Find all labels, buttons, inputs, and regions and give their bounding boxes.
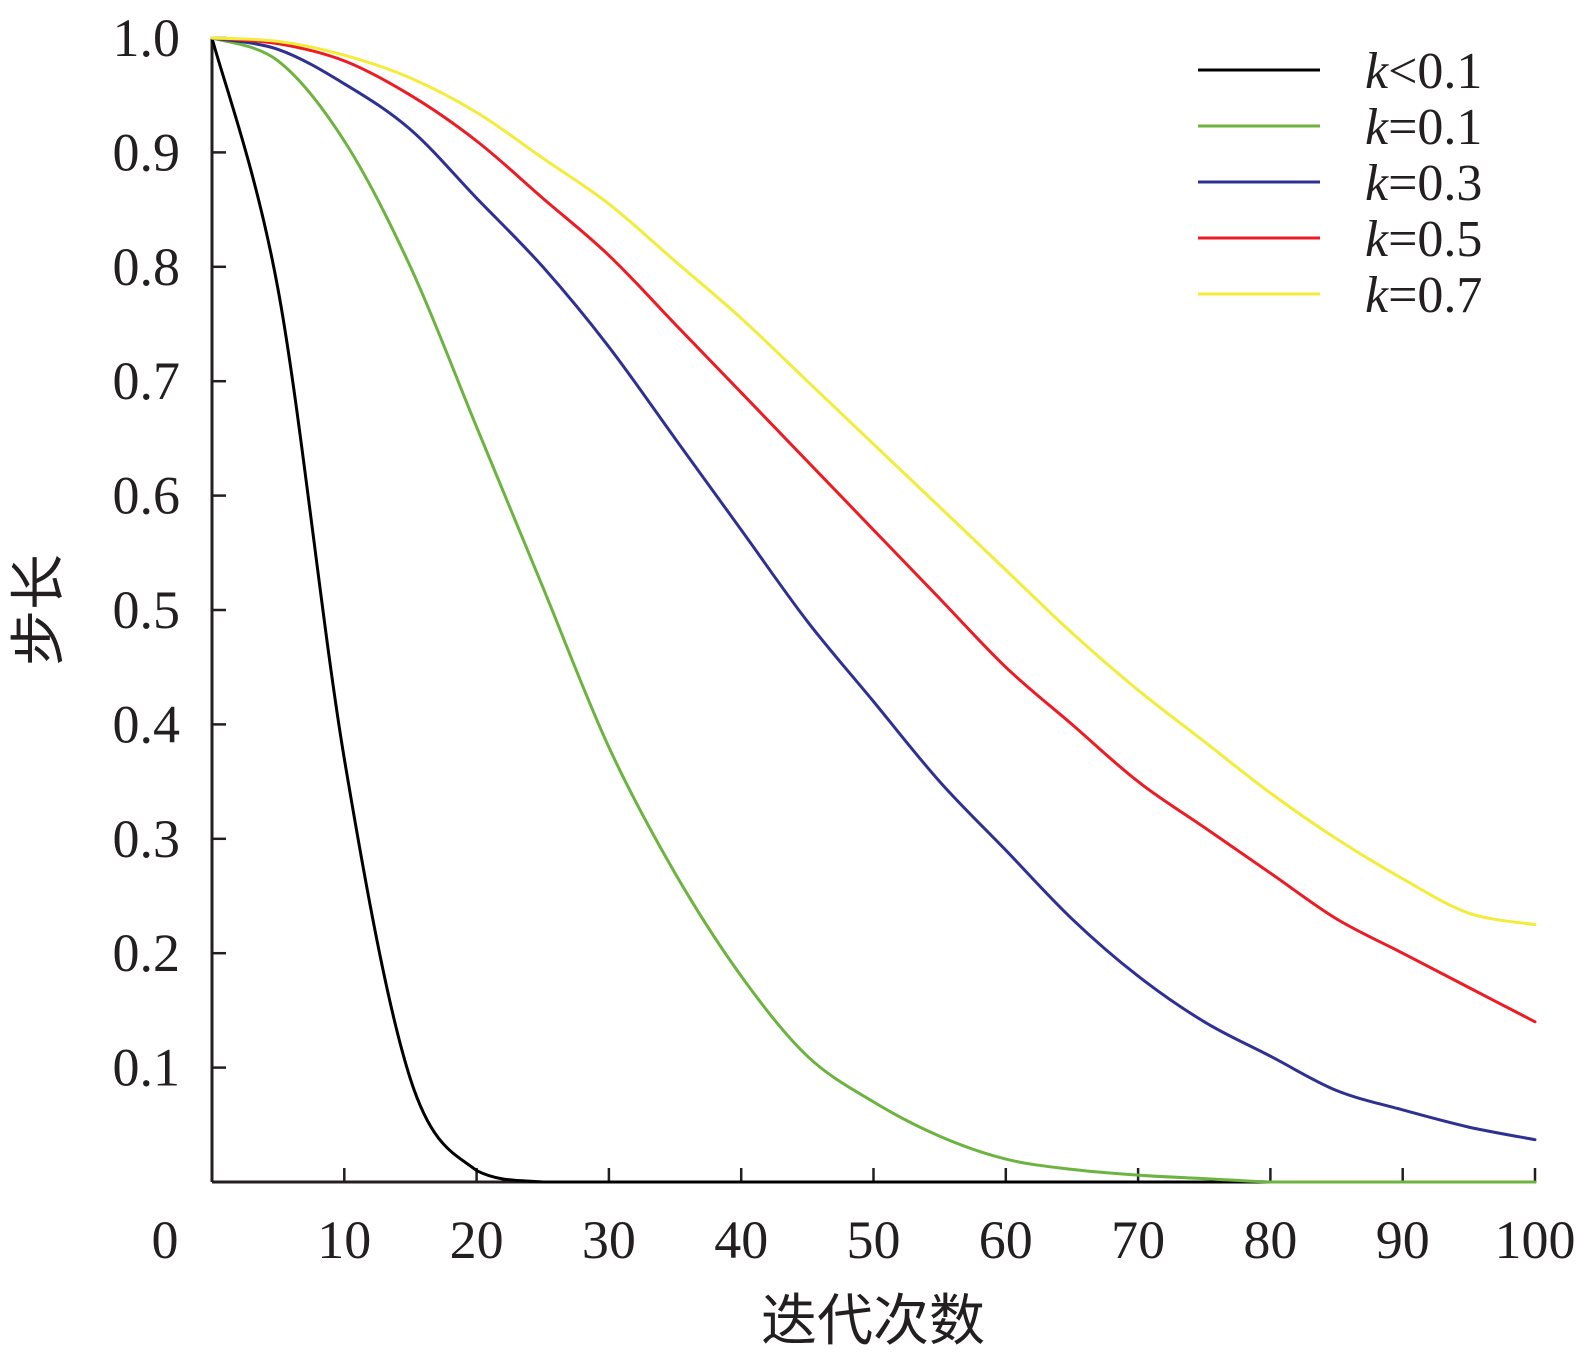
axes: 10 20 30 40 50 60 70 80 90 100 0.1 0.2 0.3 0.4 0.5 0.6…: [113, 8, 1576, 1270]
x-tick-label: 30: [582, 1210, 636, 1270]
legend-var: k: [1365, 43, 1389, 100]
x-tick-label: 50: [847, 1210, 901, 1270]
x-tick-label: 90: [1376, 1210, 1430, 1270]
series-line-3: [210, 36, 1537, 1142]
legend-label-5: k=0.7: [1365, 267, 1482, 324]
legend-label-1: k<0.1: [1365, 43, 1482, 100]
x-tick-label: 10: [317, 1210, 371, 1270]
legend-value: <0.1: [1388, 43, 1482, 100]
y-ticks: 0.1 0.2 0.3 0.4 0.5 0.6 0.7 0.8 0.9 1.0: [113, 8, 226, 1098]
legend-value: =0.3: [1388, 155, 1482, 212]
legend-label-2: k=0.1: [1365, 99, 1482, 156]
x-tick-label: 70: [1111, 1210, 1165, 1270]
x-tick-label: 80: [1243, 1210, 1297, 1270]
legend-var: k: [1365, 155, 1389, 212]
origin-label: 0: [152, 1210, 179, 1270]
y-tick-label: 0.6: [113, 466, 181, 526]
legend: k<0.1k=0.1k=0.3k=0.5k=0.7: [1198, 43, 1482, 324]
legend-var: k: [1365, 99, 1389, 156]
x-tick-label: 20: [450, 1210, 504, 1270]
y-tick-label: 0.5: [113, 580, 181, 640]
y-tick-label: 0.7: [113, 351, 181, 411]
series-lines: [210, 36, 1537, 1184]
series-line-2: [210, 36, 1537, 1184]
legend-value: =0.1: [1388, 99, 1482, 156]
legend-value: =0.5: [1388, 211, 1482, 268]
series-line-5: [210, 36, 1537, 927]
x-ticks: 10 20 30 40 50 60 70 80 90 100: [317, 1168, 1576, 1270]
y-axis-title: 步长: [7, 554, 72, 666]
x-tick-label: 100: [1495, 1210, 1576, 1270]
legend-label-3: k=0.3: [1365, 155, 1482, 212]
legend-value: =0.7: [1388, 267, 1482, 324]
y-tick-label: 0.9: [113, 122, 181, 182]
y-tick-label: 0.3: [113, 809, 181, 869]
y-tick-label: 0.2: [113, 923, 181, 983]
legend-var: k: [1365, 211, 1389, 268]
series-line-4: [210, 36, 1537, 1024]
series-line-1: [210, 36, 1537, 1184]
y-tick-label: 1.0: [113, 8, 181, 68]
y-tick-label: 0.4: [113, 694, 181, 754]
legend-var: k: [1365, 267, 1389, 324]
y-tick-label: 0.1: [113, 1038, 181, 1098]
legend-label-4: k=0.5: [1365, 211, 1482, 268]
x-tick-label: 40: [714, 1210, 768, 1270]
x-tick-label: 60: [979, 1210, 1033, 1270]
y-tick-label: 0.8: [113, 237, 181, 297]
x-axis-title: 迭代次数: [761, 1289, 985, 1354]
